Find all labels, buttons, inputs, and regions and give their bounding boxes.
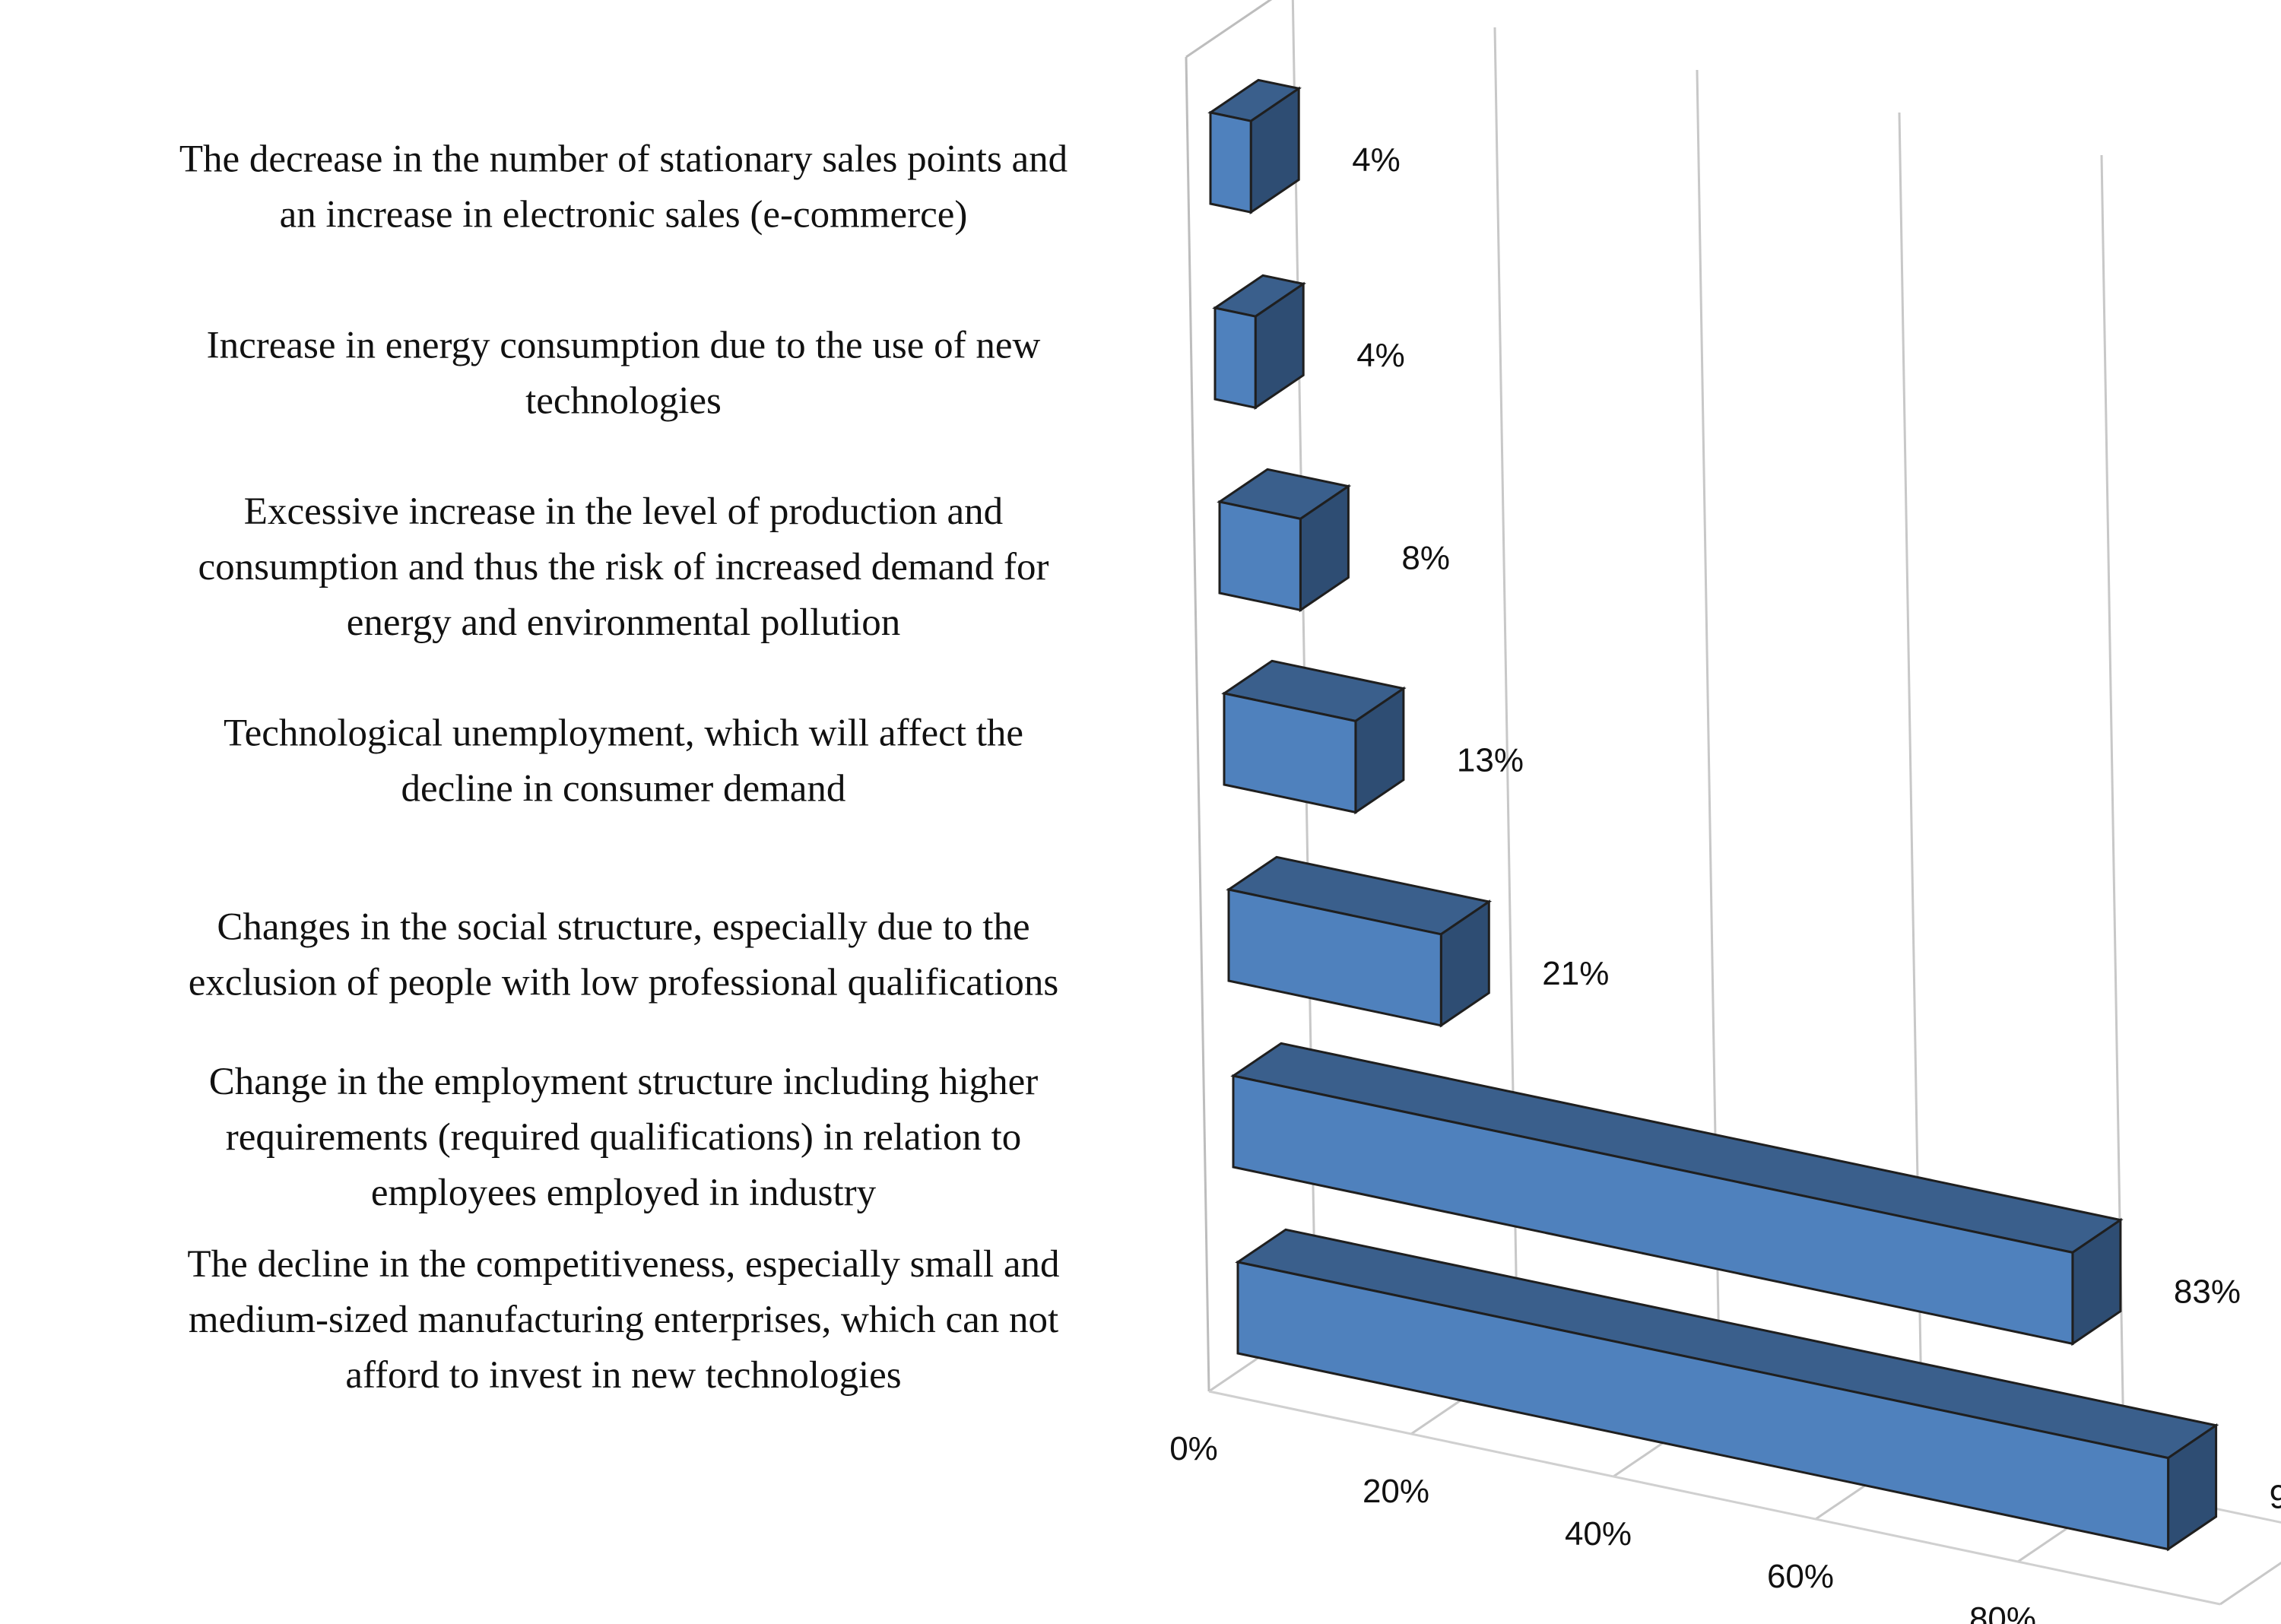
bar-front-2 bbox=[1218, 500, 1302, 612]
value-label-5: 83% bbox=[2174, 1273, 2241, 1310]
bar-front-4 bbox=[1227, 888, 1442, 1027]
category-label-1-line-1: technologies bbox=[525, 380, 722, 423]
bar-0 bbox=[1207, 78, 1302, 215]
bar-5 bbox=[1230, 1042, 2124, 1346]
category-label-6-line-1: medium-sized manufacturing enterprises, … bbox=[189, 1299, 1058, 1341]
category-label-5: Change in the employment structure inclu… bbox=[209, 1061, 1039, 1214]
category-label-2: Excessive increase in the level of produ… bbox=[198, 490, 1049, 644]
left-wall-front-edge bbox=[1185, 56, 1210, 1392]
category-label-5-line-0: Change in the employment structure inclu… bbox=[209, 1061, 1039, 1103]
category-label-1-line-0: Increase in energy consumption due to th… bbox=[207, 325, 1041, 367]
category-label-2-line-2: energy and environmental pollution bbox=[347, 601, 900, 644]
category-label-5-line-1: requirements (required qualifications) i… bbox=[226, 1116, 1022, 1159]
x-tick-label-0: 0% bbox=[1169, 1430, 1218, 1467]
bar-3 bbox=[1221, 659, 1407, 815]
category-label-6-line-2: afford to invest in new technologies bbox=[345, 1354, 901, 1397]
category-label-2-line-1: consumption and thus the risk of increas… bbox=[198, 546, 1049, 588]
value-label-4: 21% bbox=[1542, 955, 1609, 992]
category-label-2-line-0: Excessive increase in the level of produ… bbox=[244, 490, 1003, 533]
bar-front-6 bbox=[1236, 1261, 2170, 1551]
value-label-3: 13% bbox=[1457, 741, 1524, 779]
category-label-4: Changes in the social structure, especia… bbox=[189, 906, 1058, 1004]
value-label-6: 92% bbox=[2270, 1479, 2281, 1516]
gridline-80 bbox=[2017, 154, 2126, 1563]
x-tick-label-60: 60% bbox=[1767, 1558, 1834, 1595]
bar-front-1 bbox=[1213, 306, 1257, 410]
bar-front-0 bbox=[1209, 111, 1252, 214]
bar-1 bbox=[1212, 274, 1306, 411]
left-wall-top-edge bbox=[1185, 0, 1273, 59]
category-label-0-line-1: an increase in electronic sales (e-comme… bbox=[280, 194, 968, 236]
bar-front-5 bbox=[1232, 1074, 2074, 1346]
bar-4 bbox=[1226, 855, 1493, 1028]
x-tick-label-40: 40% bbox=[1565, 1515, 1632, 1553]
category-label-6: The decline in the competitiveness, espe… bbox=[187, 1243, 1059, 1397]
labels-layer: 4% 4% 8% 13% 21% 83% 92% The decrease in the nu… bbox=[179, 138, 2281, 1516]
category-label-1: Increase in energy consumption due to th… bbox=[207, 325, 1041, 423]
x-tick-label-80: 80% bbox=[1969, 1600, 2036, 1624]
x-tick-label-20: 20% bbox=[1363, 1473, 1429, 1510]
category-label-0-line-0: The decrease in the number of stationary… bbox=[179, 138, 1068, 181]
bars-layer bbox=[1207, 78, 2219, 1552]
gridline-100 bbox=[2219, 1561, 2281, 1606]
category-label-0: The decrease in the number of stationary… bbox=[179, 138, 1068, 236]
category-label-3-line-1: decline in consumer demand bbox=[401, 768, 846, 810]
value-label-2: 8% bbox=[1401, 539, 1450, 576]
bar-front-3 bbox=[1223, 692, 1357, 814]
ticks-layer: 0%20%40%60%80%100% bbox=[1169, 1430, 2036, 1624]
floor-front-edge bbox=[1208, 1390, 2221, 1606]
value-label-0: 4% bbox=[1352, 141, 1401, 179]
category-label-6-line-0: The decline in the competitiveness, espe… bbox=[187, 1243, 1059, 1286]
bar-6 bbox=[1235, 1228, 2219, 1552]
category-label-4-line-1: exclusion of people with low professiona… bbox=[189, 962, 1058, 1004]
category-label-4-line-0: Changes in the social structure, especia… bbox=[217, 906, 1029, 949]
category-label-3-line-0: Technological unemployment, which will a… bbox=[224, 712, 1023, 755]
category-label-5-line-2: employees employed in industry bbox=[371, 1172, 877, 1214]
value-label-1: 4% bbox=[1356, 337, 1405, 374]
category-label-3: Technological unemployment, which will a… bbox=[224, 712, 1023, 810]
bar-2 bbox=[1217, 468, 1352, 613]
